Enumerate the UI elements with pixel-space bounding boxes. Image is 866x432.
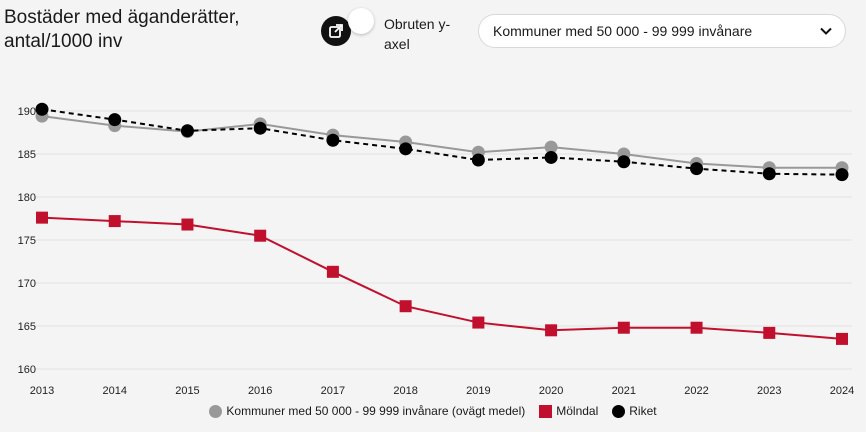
x-tick-label: 2024 bbox=[830, 385, 854, 397]
chart-legend: Kommuner med 50 000 - 99 999 invånare (o… bbox=[0, 404, 866, 418]
legend-label: Kommuner med 50 000 - 99 999 invånare (o… bbox=[226, 404, 526, 418]
toggle-label-line1: Obruten y- bbox=[384, 16, 451, 32]
legend-label: Riket bbox=[629, 404, 657, 418]
series-line-kommuner bbox=[41, 115, 842, 169]
share-button[interactable] bbox=[321, 16, 351, 46]
data-point-molndal bbox=[836, 332, 848, 345]
data-point-riket bbox=[35, 102, 49, 116]
data-point-molndal bbox=[399, 300, 412, 313]
data-point-molndal bbox=[108, 215, 121, 228]
data-point-riket bbox=[253, 121, 267, 135]
x-tick-label: 2022 bbox=[684, 385, 708, 397]
data-point-molndal bbox=[545, 324, 558, 337]
data-point-kommuner bbox=[544, 140, 558, 154]
y-tick-label: 175 bbox=[18, 235, 36, 247]
x-tick-label: 2013 bbox=[30, 385, 54, 397]
data-point-riket bbox=[617, 155, 631, 169]
legend-label: Mölndal bbox=[556, 404, 599, 418]
x-tick-label: 2016 bbox=[248, 385, 272, 397]
select-value: Kommuner med 50 000 - 99 999 invånare bbox=[493, 23, 753, 39]
chart-title: Bostäder med äganderätter, antal/1000 in… bbox=[4, 6, 274, 54]
data-point-riket bbox=[762, 167, 776, 181]
data-point-riket bbox=[108, 113, 122, 127]
x-tick-label: 2021 bbox=[612, 385, 636, 397]
legend-item-kommuner[interactable]: Kommuner med 50 000 - 99 999 invånare (o… bbox=[209, 404, 525, 418]
legend-marker bbox=[209, 404, 223, 418]
data-point-riket bbox=[835, 168, 849, 182]
unbroken-y-axis-toggle[interactable] bbox=[348, 8, 374, 34]
data-point-riket bbox=[180, 124, 194, 138]
y-tick-label: 160 bbox=[18, 364, 36, 376]
data-point-molndal bbox=[36, 211, 48, 224]
chevron-down-icon bbox=[820, 27, 832, 35]
legend-item-molndal[interactable]: Mölndal bbox=[539, 404, 598, 418]
x-tick-label: 2018 bbox=[393, 385, 417, 397]
y-tick-label: 165 bbox=[18, 321, 36, 333]
x-tick-label: 2015 bbox=[175, 385, 199, 397]
external-link-icon bbox=[329, 24, 343, 38]
data-point-molndal bbox=[617, 321, 630, 334]
x-tick-label: 2020 bbox=[539, 385, 563, 397]
data-point-riket bbox=[690, 162, 704, 176]
data-point-molndal bbox=[472, 316, 485, 329]
toggle-label: Obruten y- axel bbox=[384, 14, 474, 54]
toggle-label-line2: axel bbox=[384, 36, 410, 52]
x-tick-label: 2019 bbox=[466, 385, 490, 397]
data-point-molndal bbox=[763, 326, 776, 339]
data-point-molndal bbox=[254, 229, 267, 242]
data-point-molndal bbox=[326, 265, 339, 278]
data-point-molndal bbox=[181, 218, 194, 231]
y-tick-label: 185 bbox=[18, 149, 36, 161]
data-point-molndal bbox=[690, 321, 703, 334]
data-point-riket bbox=[471, 153, 485, 167]
legend-marker bbox=[612, 404, 626, 418]
series-line-molndal bbox=[41, 216, 843, 340]
x-tick-label: 2014 bbox=[102, 385, 126, 397]
data-point-riket bbox=[326, 133, 340, 147]
y-tick-label: 180 bbox=[18, 192, 36, 204]
chart-title-line1: Bostäder med äganderätter, bbox=[4, 7, 240, 28]
y-tick-label: 190 bbox=[18, 106, 36, 118]
y-tick-label: 170 bbox=[18, 278, 36, 290]
municipality-group-select[interactable]: Kommuner med 50 000 - 99 999 invånare bbox=[478, 14, 846, 48]
legend-item-riket[interactable]: Riket bbox=[612, 404, 657, 418]
chart-title-line2: antal/1000 inv bbox=[4, 31, 123, 52]
x-tick-label: 2017 bbox=[321, 385, 345, 397]
legend-marker bbox=[539, 404, 553, 418]
data-point-riket bbox=[544, 150, 558, 164]
data-point-riket bbox=[399, 142, 413, 156]
x-tick-label: 2023 bbox=[757, 385, 781, 397]
